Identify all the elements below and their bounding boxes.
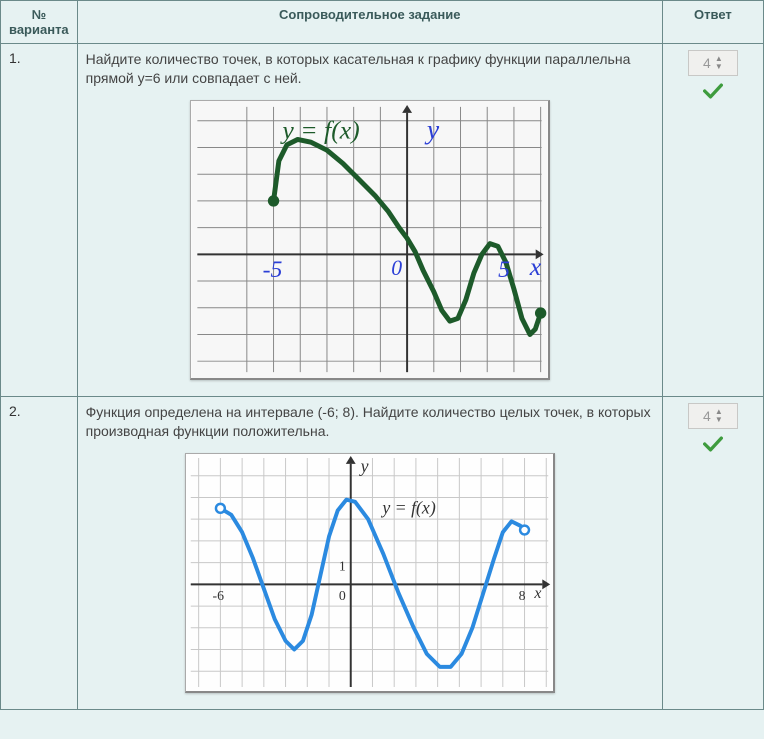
header-answer: Ответ (662, 1, 763, 44)
check-icon (671, 435, 755, 457)
task-cell: Найдите количество точек, в которых каса… (77, 44, 662, 397)
spinner-icon[interactable]: ▲▼ (715, 408, 723, 424)
svg-text:y = f(x): y = f(x) (380, 497, 435, 518)
spinner-icon[interactable]: ▲▼ (715, 55, 723, 71)
row-num: 1. (1, 44, 78, 397)
svg-text:8: 8 (518, 588, 525, 603)
answer-input[interactable]: 4 ▲▼ (688, 50, 738, 76)
task-text: Найдите количество точек, в которых каса… (86, 50, 654, 88)
header-num: № варианта (1, 1, 78, 44)
answer-cell: 4 ▲▼ (662, 44, 763, 397)
graph-1: y x -5 0 5 y = f(x) (190, 100, 550, 380)
table-row: 2. Функция определена на интервале (-6; … (1, 396, 764, 709)
answer-input[interactable]: 4 ▲▼ (688, 403, 738, 429)
svg-text:5: 5 (498, 257, 510, 283)
svg-text:y: y (424, 113, 440, 144)
answer-cell: 4 ▲▼ (662, 396, 763, 709)
task-cell: Функция определена на интервале (-6; 8).… (77, 396, 662, 709)
svg-text:y = f(x): y = f(x) (279, 115, 359, 144)
svg-text:0: 0 (391, 256, 402, 280)
row-num: 2. (1, 396, 78, 709)
svg-text:x: x (528, 252, 541, 281)
header-task: Сопроводительное задание (77, 1, 662, 44)
svg-text:y: y (358, 455, 368, 475)
svg-text:-6: -6 (212, 588, 224, 603)
svg-text:1: 1 (339, 558, 346, 573)
check-icon (671, 82, 755, 104)
svg-text:-5: -5 (262, 257, 282, 283)
exercise-table: № варианта Сопроводительное задание Отве… (0, 0, 764, 710)
svg-text:0: 0 (339, 588, 346, 603)
task-text: Функция определена на интервале (-6; 8).… (86, 403, 654, 441)
svg-text:x: x (533, 585, 541, 602)
graph-2: y x -6 0 1 8 y = f(x) (185, 453, 555, 693)
table-row: 1. Найдите количество точек, в которых к… (1, 44, 764, 397)
